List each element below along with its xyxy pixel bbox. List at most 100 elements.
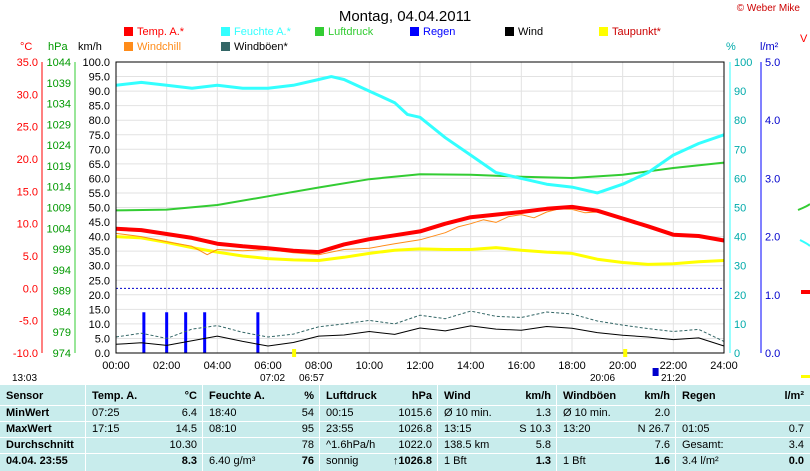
temp-tick-label: -10.0: [13, 348, 38, 360]
table-separator: [85, 385, 86, 471]
wind-tick-label: 55.0: [89, 188, 110, 200]
table-cell: hPa: [411, 390, 432, 402]
legend-label: Feuchte A.*: [234, 26, 292, 38]
table-cell: km/h: [644, 390, 670, 402]
wind-tick-label: 80.0: [89, 115, 110, 127]
series-line-windb-en-: [115, 310, 725, 342]
pressure-tick-label: 1004: [47, 223, 71, 235]
legend-label: Windböen*: [234, 41, 289, 53]
table-cell: 1.3: [535, 407, 551, 419]
legend-swatch: [505, 27, 514, 36]
moon-label: 21:20: [661, 373, 686, 384]
humidity-tick-label: 50: [734, 203, 746, 215]
table-cell: S 10.3: [519, 423, 551, 435]
table-cell: 1 Bft: [444, 455, 467, 467]
table-cell: Gesamt:: [682, 439, 724, 451]
humidity-tick-label: 40: [734, 232, 746, 244]
table-cell: 08:10: [209, 423, 237, 435]
legend-label: Wind: [518, 26, 543, 38]
legend-label: Taupunkt*: [612, 26, 662, 38]
x-tick-label: 06:00: [254, 360, 282, 372]
table-cell: 18:40: [209, 407, 237, 419]
table-separator: [202, 385, 203, 471]
pressure-tick-label: 1019: [47, 161, 71, 173]
sunset-label: 20:06: [590, 373, 615, 384]
x-tick-label: 16:00: [508, 360, 536, 372]
table-cell: 13:20: [563, 423, 591, 435]
sun-mark: [292, 349, 297, 357]
table-cell: 10.30: [169, 439, 197, 451]
table-cell: 1 Bft: [563, 455, 586, 467]
table-separator: [556, 385, 557, 471]
chart-grid: [115, 61, 725, 354]
table-cell: %: [304, 390, 314, 402]
x-tick-label: 04:00: [204, 360, 232, 372]
table-cell: 0.7: [788, 423, 804, 435]
temp-tick-label: 30.0: [17, 89, 38, 101]
plot-frame: [115, 61, 725, 354]
pressure-tick-label: 1024: [47, 140, 71, 152]
wind-tick-label: 75.0: [89, 130, 110, 142]
rain-bar: [142, 312, 146, 353]
wind-tick-label: 85.0: [89, 101, 110, 113]
rain-bar: [184, 312, 188, 353]
table-cell: l/m²: [784, 390, 804, 402]
table-cell: 1.6: [654, 455, 670, 467]
table-cell: 0.0: [788, 455, 804, 467]
wind-tick-label: 50.0: [89, 203, 110, 215]
wind-tick-label: 95.0: [89, 72, 110, 84]
wind-tick-label: 5.0: [95, 333, 110, 345]
table-cell: sonnig: [326, 455, 359, 467]
rain-tick-label: 1.0: [765, 290, 780, 302]
table-cell: 1015.6: [398, 407, 432, 419]
pressure-tick-label: 1039: [47, 78, 71, 90]
pressure-tick-label: 974: [53, 348, 71, 360]
table-cell: 04.04. 23:55: [6, 455, 68, 467]
pressure-tick-label: 984: [53, 306, 71, 318]
pressure-tick-label: 1044: [47, 57, 71, 69]
rain-bars: [142, 312, 260, 353]
table-separator: [675, 385, 676, 471]
humidity-tick-label: 0: [734, 348, 740, 360]
table-separator: [437, 385, 438, 471]
series-line-wind: [115, 325, 725, 347]
legend-label: Regen: [423, 26, 455, 38]
table-cell: 17:15: [92, 423, 120, 435]
pressure-tick-label: 1029: [47, 119, 71, 131]
wind-tick-label: 100.0: [82, 57, 110, 69]
rain-tick-label: 3.0: [765, 173, 780, 185]
humidity-unit-label: %: [726, 41, 736, 53]
sun-marks: 13:03 07:02 06:57 20:06 21:20: [12, 349, 686, 384]
rain-bar: [203, 312, 207, 353]
chart-title: Montag, 04.04.2011: [339, 8, 471, 25]
copyright-text: © Weber Mike: [737, 3, 801, 14]
legend-label: Windchill: [137, 41, 181, 53]
temp-tick-label: 15.0: [17, 186, 38, 198]
table-cell: N 26.7: [637, 423, 670, 435]
table-cell: 3.4: [788, 439, 804, 451]
pressure-unit-label: hPa: [48, 41, 68, 53]
table-cell: 00:15: [326, 407, 354, 419]
x-tick-label: 12:00: [406, 360, 434, 372]
wind-tick-label: 0.0: [95, 348, 110, 360]
table-cell: 1.3: [535, 455, 551, 467]
table-cell: Temp. A.: [92, 390, 138, 402]
table-cell: 54: [301, 407, 314, 419]
table-cell: 13:15: [444, 423, 472, 435]
table-cell: 78: [301, 439, 314, 451]
sunrise-label: 07:02: [260, 373, 285, 384]
x-tick-label: 00:00: [102, 360, 130, 372]
x-tick-label: 14:00: [457, 360, 485, 372]
table-cell: Regen: [682, 390, 716, 402]
wind-tick-label: 60.0: [89, 173, 110, 185]
temp-tick-label: -5.0: [19, 316, 38, 328]
humidity-tick-label: 80: [734, 115, 746, 127]
x-tick-label: 02:00: [153, 360, 181, 372]
table-separator: [319, 385, 320, 471]
table-cell: 14.5: [175, 423, 197, 435]
humidity-tick-label: 10: [734, 319, 746, 331]
table-cell: 138.5 km: [444, 439, 490, 451]
rain-unit-label: l/m²: [760, 41, 779, 53]
rain-tick-label: 2.0: [765, 232, 780, 244]
wind-tick-label: 90.0: [89, 86, 110, 98]
